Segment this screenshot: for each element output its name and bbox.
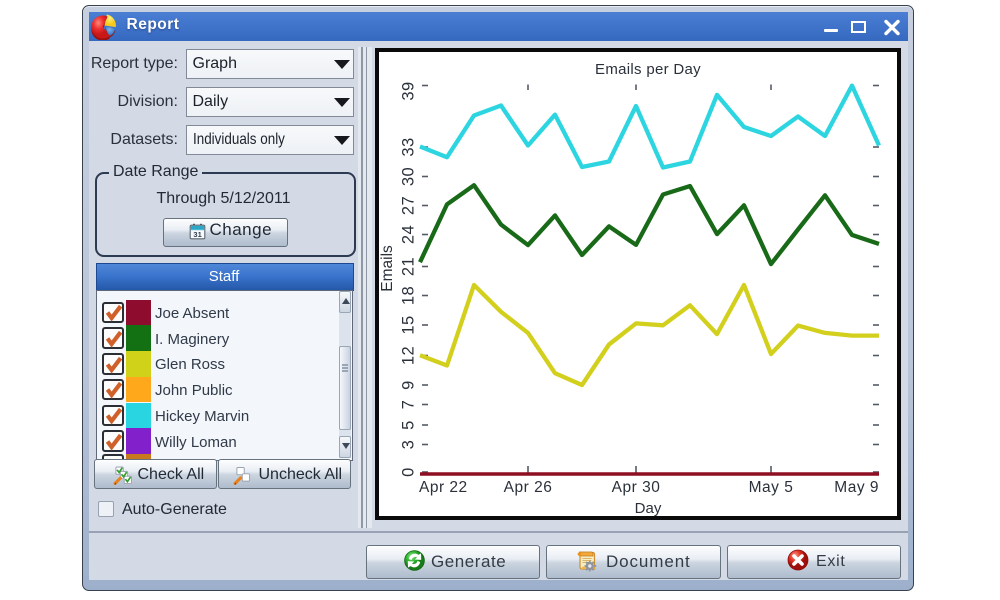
svg-text:31: 31 xyxy=(193,229,201,238)
svg-text:33: 33 xyxy=(399,137,417,156)
svg-text:5: 5 xyxy=(399,420,417,430)
svg-text:Apr 30: Apr 30 xyxy=(611,479,660,496)
svg-text:Emails: Emails xyxy=(379,245,396,292)
svg-text:21: 21 xyxy=(399,256,417,275)
svg-text:May 5: May 5 xyxy=(748,479,793,496)
svg-text:0: 0 xyxy=(399,467,417,477)
svg-text:18: 18 xyxy=(399,285,417,304)
svg-text:Emails per Day: Emails per Day xyxy=(595,61,701,78)
svg-text:9: 9 xyxy=(399,380,417,390)
svg-text:Apr 22: Apr 22 xyxy=(419,479,468,496)
svg-text:Day: Day xyxy=(634,500,661,516)
svg-text:May 9: May 9 xyxy=(834,479,879,496)
svg-text:30: 30 xyxy=(399,166,417,185)
svg-text:12: 12 xyxy=(399,345,417,364)
svg-text:7: 7 xyxy=(399,399,417,409)
svg-text:3: 3 xyxy=(399,439,417,449)
svg-text:24: 24 xyxy=(399,224,417,243)
svg-text:27: 27 xyxy=(399,195,417,214)
svg-text:39: 39 xyxy=(399,81,417,100)
svg-text:15: 15 xyxy=(399,315,417,334)
svg-text:Apr 26: Apr 26 xyxy=(503,479,552,496)
